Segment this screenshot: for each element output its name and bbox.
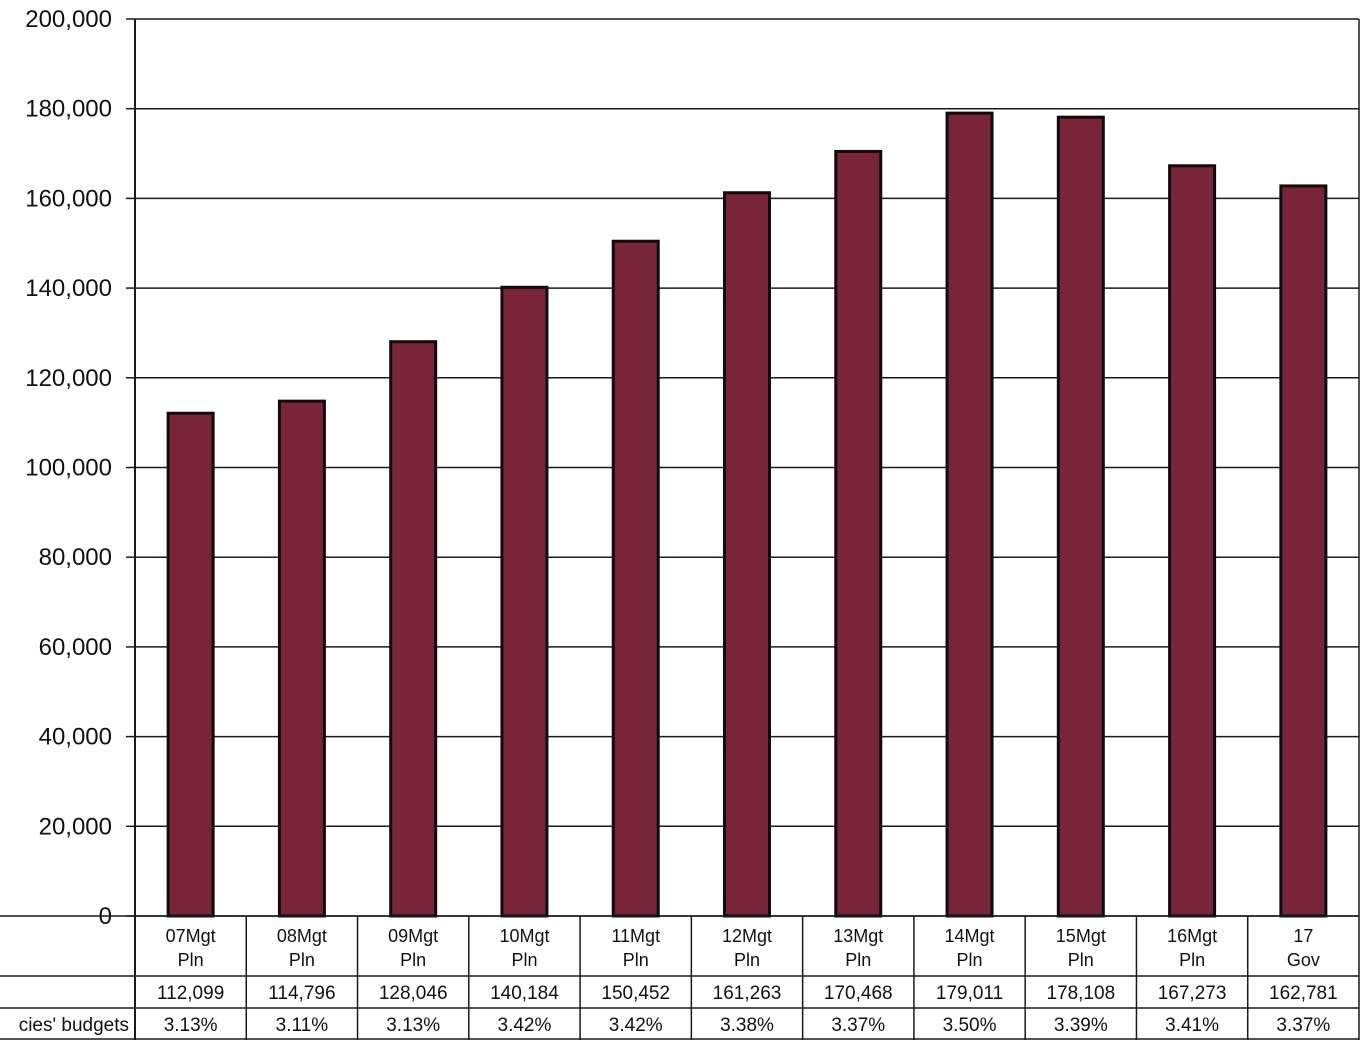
bar	[277, 399, 326, 918]
y-tick-label: 180,000	[25, 96, 112, 123]
x-tick-label: 10Mgt	[499, 926, 549, 946]
y-tick-label: 80,000	[39, 544, 112, 571]
bar	[945, 111, 994, 918]
x-tick-label: Pln	[623, 950, 649, 970]
y-tick-label: 160,000	[25, 185, 112, 212]
x-tick-label: Pln	[734, 950, 760, 970]
table-cell: 3.38%	[720, 1015, 774, 1036]
table-cell: 3.11%	[276, 1015, 329, 1036]
table-cell: 150,452	[601, 983, 670, 1004]
x-tick-label: 16Mgt	[1167, 926, 1217, 946]
x-tick-label: Pln	[845, 950, 871, 970]
x-tick-label: 13Mgt	[833, 926, 883, 946]
table-cell: 3.42%	[498, 1015, 552, 1036]
y-tick-label: 40,000	[39, 724, 112, 751]
bar	[166, 411, 215, 918]
table-cell: 178,108	[1046, 983, 1115, 1004]
table-cell: 3.37%	[831, 1015, 885, 1036]
y-tick-label: 200,000	[25, 6, 112, 33]
table-cell: 3.42%	[609, 1015, 663, 1036]
x-tick-label: Gov	[1287, 950, 1320, 970]
table-cell: 161,263	[713, 983, 782, 1004]
bar	[1056, 115, 1105, 918]
x-tick-label: 07Mgt	[166, 926, 216, 946]
y-tick-label: 60,000	[39, 634, 112, 661]
y-tick-label: 120,000	[25, 365, 112, 392]
table-cell: 3.39%	[1054, 1015, 1108, 1036]
table-cell: 3.41%	[1165, 1015, 1219, 1036]
x-tick-label: 14Mgt	[945, 926, 995, 946]
x-tick-label: Pln	[400, 950, 426, 970]
table-cell: 162,781	[1269, 983, 1338, 1004]
table-cell: 3.13%	[386, 1015, 440, 1036]
table-row-label: cies' budgets	[19, 1015, 129, 1036]
x-tick-label: 12Mgt	[722, 926, 772, 946]
bar	[1168, 164, 1217, 918]
bar	[500, 285, 549, 918]
x-tick-label: 09Mgt	[388, 926, 438, 946]
table-cell: 167,273	[1158, 983, 1227, 1004]
table-cell: 3.50%	[943, 1015, 997, 1036]
table-cell: 128,046	[379, 983, 448, 1004]
table-cell: 114,796	[268, 983, 335, 1004]
x-tick-label: Pln	[1179, 950, 1205, 970]
x-tick-label: 17	[1293, 926, 1313, 946]
table-cell: 3.37%	[1276, 1015, 1330, 1036]
x-tick-label: 15Mgt	[1056, 926, 1106, 946]
x-tick-label: Pln	[178, 950, 204, 970]
bar	[834, 149, 883, 918]
bar	[611, 239, 660, 918]
x-tick-label: 11Mgt	[611, 926, 660, 946]
table-cell: 140,184	[490, 983, 559, 1004]
bar	[1279, 184, 1328, 918]
x-tick-label: Pln	[1068, 950, 1094, 970]
table-cell: 170,468	[824, 983, 893, 1004]
x-tick-label: Pln	[957, 950, 983, 970]
y-tick-label: 100,000	[25, 455, 112, 482]
table-cell: 3.13%	[164, 1015, 218, 1036]
y-tick-label: 20,000	[39, 813, 112, 840]
x-tick-label: Pln	[511, 950, 537, 970]
table-cell: 112,099	[157, 983, 224, 1004]
x-tick-label: Pln	[289, 950, 315, 970]
bar	[389, 340, 438, 918]
bar	[723, 191, 771, 918]
x-tick-label: 08Mgt	[277, 926, 327, 946]
table-cell: 179,011	[936, 983, 1003, 1004]
y-tick-label: 140,000	[25, 275, 112, 302]
